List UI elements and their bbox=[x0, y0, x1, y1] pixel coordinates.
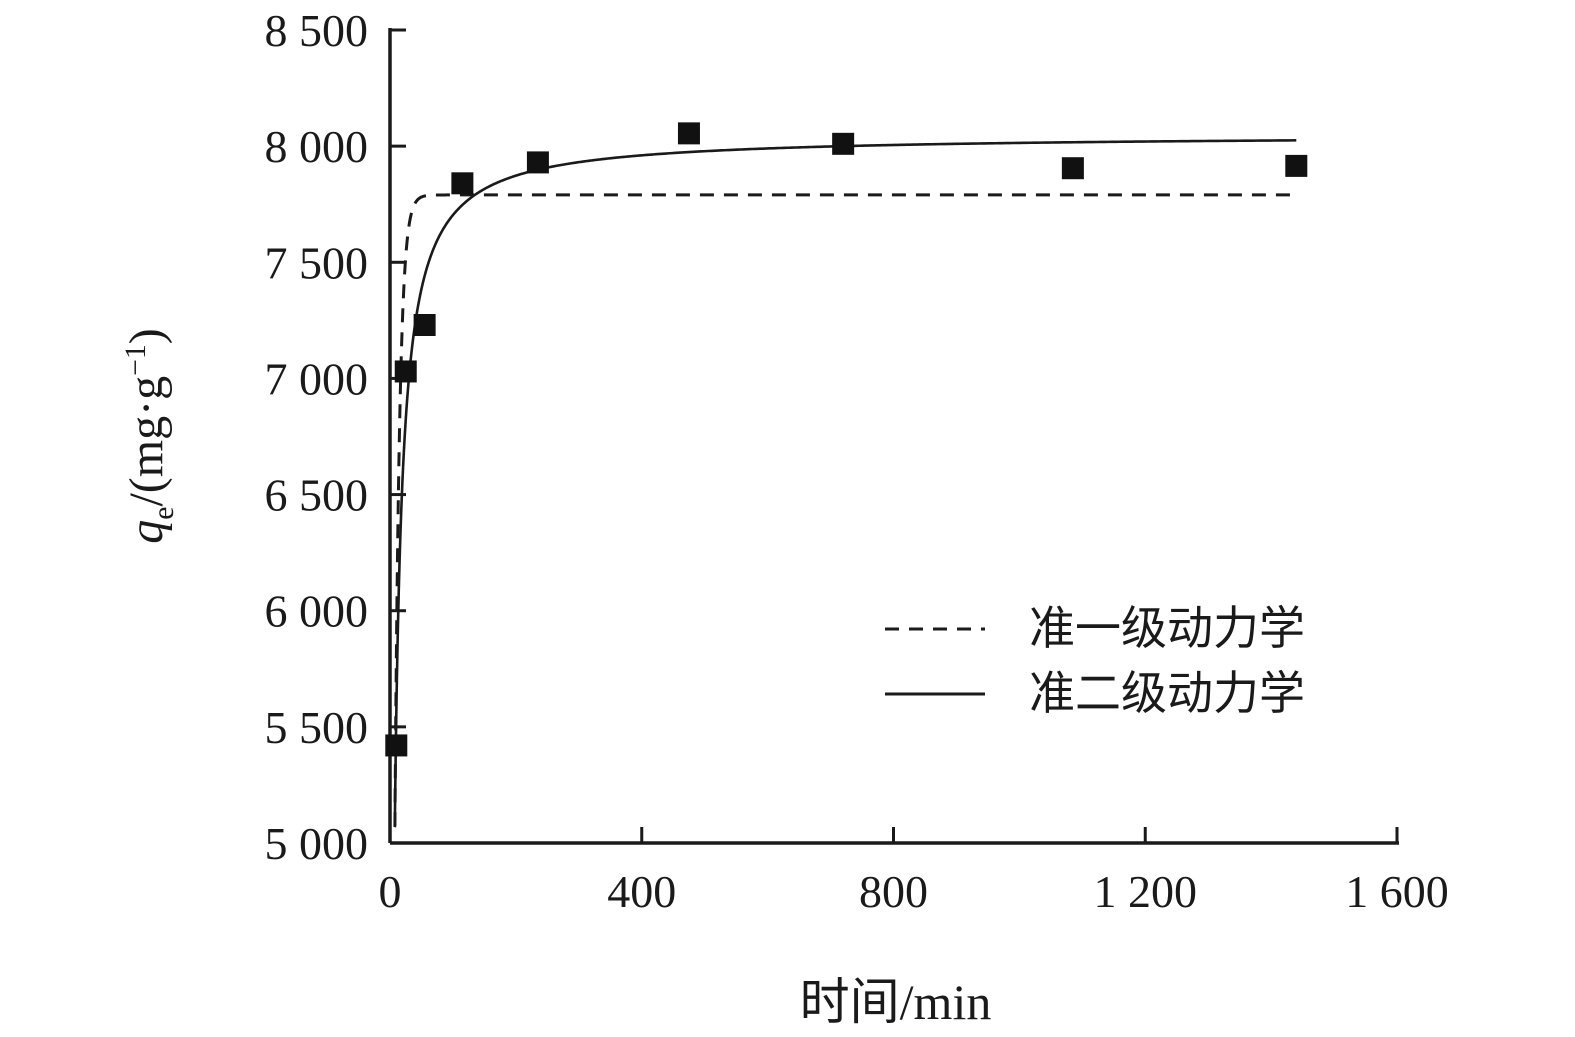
data-point-marker bbox=[413, 314, 436, 337]
dashed-line-sample-icon bbox=[885, 627, 985, 630]
y-axis-subscript: e bbox=[146, 506, 180, 520]
legend-label-first-order: 准一级动力学 bbox=[1029, 602, 1305, 654]
x-tick-label: 400 bbox=[607, 866, 676, 917]
y-tick-label: 5 000 bbox=[265, 818, 369, 869]
legend: 准一级动力学 准二级动力学 bbox=[885, 596, 1305, 726]
x-axis-label: 时间/min bbox=[799, 974, 992, 1030]
x-tick-label: 0 bbox=[379, 866, 402, 917]
fit-curve-pseudo-first-order bbox=[393, 193, 1294, 827]
y-axis-label: qe/(mg·g−1) bbox=[119, 328, 181, 544]
x-tick-label: 800 bbox=[859, 866, 928, 917]
y-tick-label: 7 500 bbox=[265, 237, 369, 288]
y-tick-label: 6 000 bbox=[265, 586, 369, 637]
data-point-marker bbox=[1061, 157, 1084, 180]
y-axis-variable: q bbox=[120, 519, 174, 544]
y-tick-label: 8 500 bbox=[265, 5, 369, 56]
data-point-marker bbox=[1285, 154, 1308, 177]
data-point-marker bbox=[677, 122, 700, 145]
legend-label-second-order: 准二级动力学 bbox=[1029, 667, 1305, 719]
y-tick-label: 8 000 bbox=[265, 121, 369, 172]
legend-item-second-order: 准二级动力学 bbox=[885, 661, 1305, 726]
data-point-marker bbox=[394, 360, 417, 383]
data-point-marker bbox=[451, 172, 474, 195]
y-tick-label: 7 000 bbox=[265, 353, 369, 404]
data-point-marker bbox=[832, 132, 855, 155]
solid-line-sample-icon bbox=[885, 692, 985, 695]
y-tick-label: 5 500 bbox=[265, 702, 369, 753]
x-tick-label: 1 200 bbox=[1094, 866, 1198, 917]
y-axis-units: /(mg·g bbox=[120, 375, 174, 507]
legend-item-first-order: 准一级动力学 bbox=[885, 596, 1305, 661]
x-tick-label: 1 600 bbox=[1345, 866, 1449, 917]
y-axis-units-close: ) bbox=[120, 328, 174, 345]
fit-curve-pseudo-second-order bbox=[393, 139, 1297, 828]
y-tick-label: 6 500 bbox=[265, 470, 369, 521]
data-point-marker bbox=[385, 734, 408, 757]
data-point-marker bbox=[526, 151, 549, 174]
y-axis-superscript: −1 bbox=[119, 344, 153, 376]
